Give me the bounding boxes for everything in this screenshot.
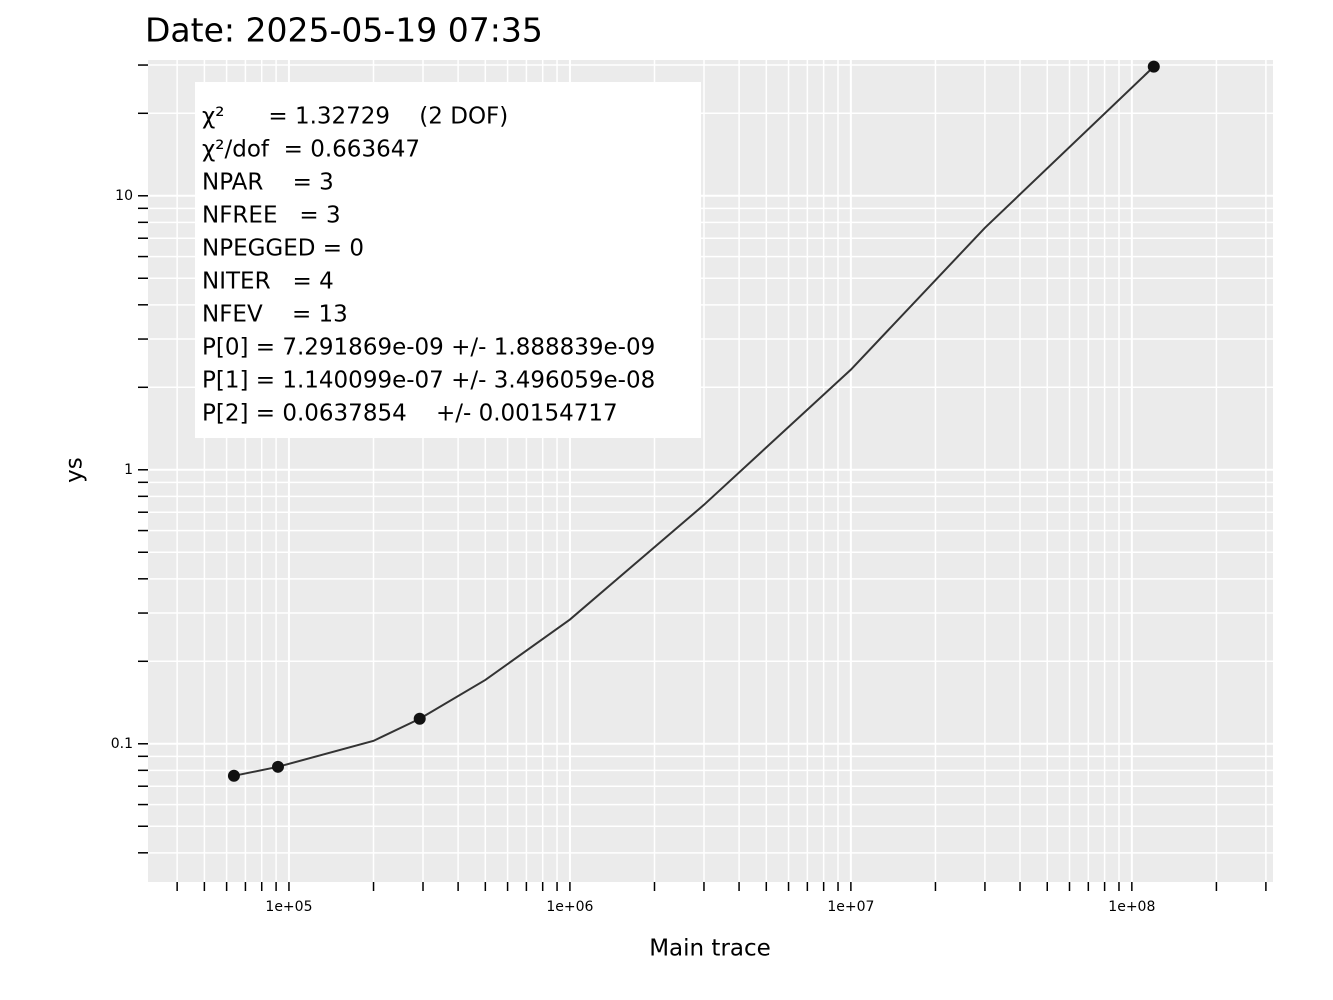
fit-summary-box <box>195 82 701 438</box>
fit-summary-line: χ² = 1.32729 (2 DOF) <box>202 104 508 130</box>
data-point <box>413 712 426 725</box>
data-point <box>271 760 284 773</box>
fit-summary-line: P[0] = 7.291869e-09 +/- 1.888839e-09 <box>202 335 655 361</box>
fit-summary-line: NPAR = 3 <box>202 170 334 196</box>
data-point <box>1147 60 1160 73</box>
y-axis-label: ys <box>62 457 88 483</box>
y-tick-label: 1 <box>124 462 133 478</box>
fit-summary-line: NFREE = 3 <box>202 203 341 229</box>
x-tick-label: 1e+07 <box>827 899 874 915</box>
x-tick-label: 1e+06 <box>546 899 593 915</box>
fit-summary-line: χ²/dof = 0.663647 <box>202 137 420 163</box>
y-tick-label: 0.1 <box>111 736 133 752</box>
data-point <box>227 769 240 782</box>
fit-line <box>233 65 1155 777</box>
fit-summary-line: P[2] = 0.0637854 +/- 0.00154717 <box>202 401 618 427</box>
x-tick-label: 1e+05 <box>265 899 312 915</box>
fit-summary: χ² = 1.32729 (2 DOF) χ²/dof = 0.663647 NPA… <box>195 82 701 438</box>
y-tick-label: 10 <box>115 188 133 204</box>
fit-summary-line: NFEV = 13 <box>202 302 348 328</box>
fit-summary-line: P[1] = 1.140099e-07 +/- 3.496059e-08 <box>202 368 655 394</box>
chart-title: Date: 2025-05-19 07:35 <box>145 11 543 50</box>
x-axis-label: Main trace <box>649 936 771 962</box>
x-tick-label: 1e+08 <box>1108 899 1155 915</box>
fit-summary-line: NITER = 4 <box>202 269 334 295</box>
fit-summary-line: NPEGGED = 0 <box>202 236 364 262</box>
